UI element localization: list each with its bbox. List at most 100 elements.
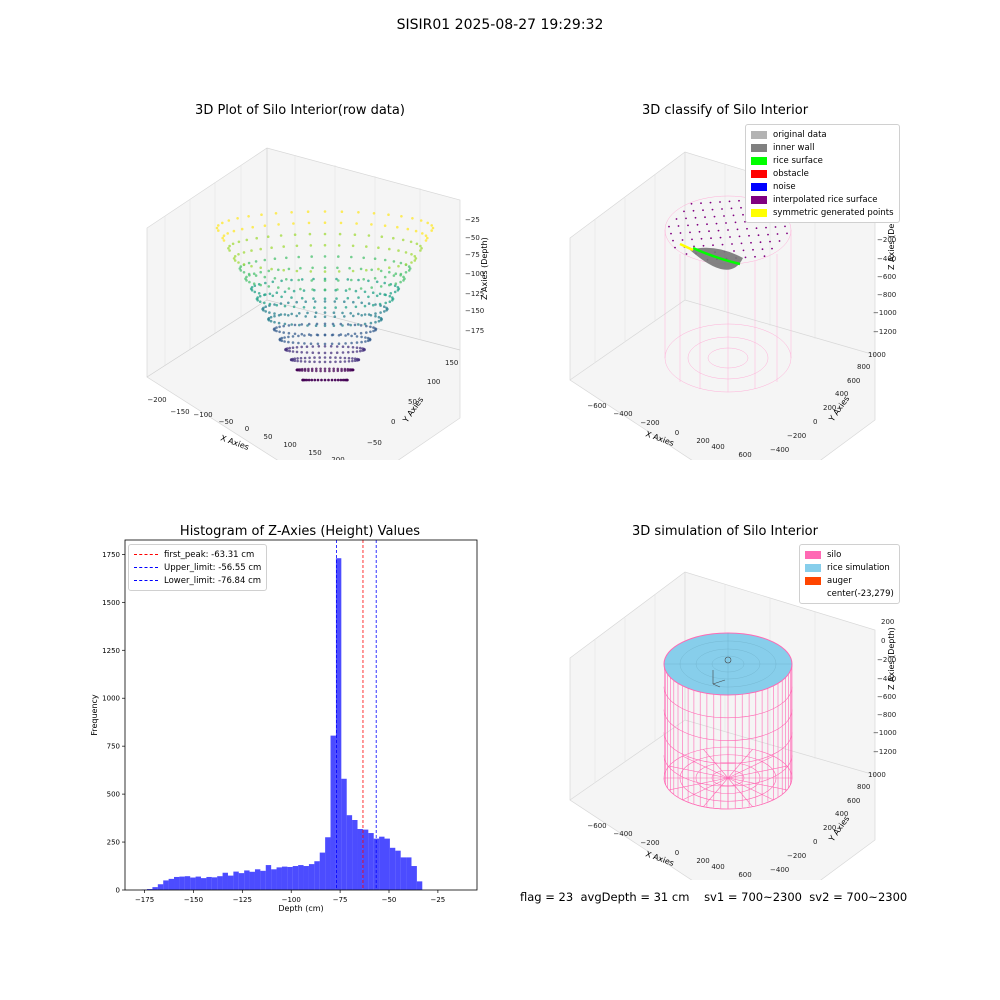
point: [299, 287, 302, 291]
point: [288, 346, 291, 350]
legend-swatch: [805, 550, 821, 559]
point: [340, 369, 343, 373]
silo-ring: [663, 709, 793, 741]
point: [278, 330, 281, 334]
point: [750, 241, 752, 244]
point: [271, 280, 275, 284]
point: [293, 357, 297, 360]
histogram-bar: [287, 866, 293, 890]
point: [248, 280, 251, 284]
point: [363, 313, 367, 316]
point: [316, 342, 320, 346]
point: [346, 278, 350, 281]
point: [303, 367, 307, 371]
point: [285, 256, 288, 260]
point: [396, 286, 400, 289]
histogram-bar: [222, 872, 228, 890]
histogram-bar: [168, 878, 175, 890]
point: [293, 233, 297, 236]
point: [383, 293, 386, 296]
point: [351, 269, 355, 273]
point: [373, 277, 377, 280]
histogram-yticks: 0 250 500 750 1000 1250 1500 1750: [102, 551, 125, 895]
point: [337, 270, 341, 273]
panel4-axes-box: [569, 571, 876, 880]
point: [291, 357, 295, 361]
point: [727, 229, 729, 231]
point: [310, 255, 313, 258]
point: [410, 253, 413, 256]
point: [350, 334, 353, 338]
point: [348, 287, 351, 291]
point: [273, 303, 276, 306]
point: [357, 296, 360, 299]
point: [341, 311, 344, 315]
point: [351, 357, 354, 360]
legend-item-lower-limit: Lower_limit: -76.84 cm: [134, 574, 261, 587]
point: [374, 303, 377, 306]
point: [350, 255, 353, 259]
point: [353, 332, 357, 336]
point: [293, 332, 297, 336]
point: [295, 244, 299, 248]
point: [329, 345, 333, 348]
point: [404, 251, 408, 254]
point: [369, 321, 373, 325]
point: [391, 299, 394, 302]
point: [329, 356, 332, 359]
point: [351, 368, 355, 371]
point: [385, 306, 388, 310]
point: [227, 219, 231, 222]
point: [359, 267, 363, 271]
point: [233, 255, 237, 258]
panel4-legend: silo rice simulation auger center(-23,27…: [799, 544, 900, 604]
point: [273, 312, 276, 315]
point: [401, 238, 405, 242]
histogram-bar: [379, 836, 385, 890]
point: [267, 285, 271, 288]
point: [353, 323, 357, 327]
panel2-axes-box: [569, 151, 876, 460]
point: [317, 351, 321, 355]
histogram-xlabel: Depth (cm): [278, 904, 323, 913]
point: [323, 367, 327, 371]
point: [345, 378, 349, 382]
point: [383, 224, 387, 227]
point: [292, 289, 296, 293]
point: [217, 224, 220, 227]
point: [262, 306, 265, 310]
point: [336, 288, 339, 291]
point: [282, 245, 285, 248]
point: [430, 229, 434, 232]
panel4-ztick: −800: [877, 711, 896, 719]
point: [270, 267, 273, 271]
point: [696, 223, 699, 226]
panel1-title: 3D Plot of Silo Interior(row data): [195, 103, 405, 118]
point: [351, 350, 355, 354]
point: [303, 360, 307, 363]
point: [365, 324, 368, 328]
point: [277, 286, 280, 289]
point: [350, 278, 353, 282]
point: [254, 274, 258, 277]
point: [291, 335, 295, 338]
point: [419, 244, 422, 248]
panel2-ytick: 200: [823, 404, 836, 412]
point: [339, 378, 343, 382]
point: [253, 290, 257, 294]
point: [221, 236, 224, 240]
point: [323, 306, 327, 309]
panel1-xtick: 50: [264, 433, 273, 441]
point: [362, 347, 366, 351]
point: [290, 278, 293, 282]
point: [250, 286, 254, 289]
point: [269, 315, 273, 319]
legend-swatch: [751, 208, 767, 217]
point: [392, 236, 395, 240]
point: [264, 281, 267, 285]
point: [366, 339, 370, 343]
histogram-bar: [303, 866, 309, 890]
point: [744, 256, 747, 259]
point: [239, 265, 243, 268]
panel4-xtick: −600: [587, 822, 606, 830]
